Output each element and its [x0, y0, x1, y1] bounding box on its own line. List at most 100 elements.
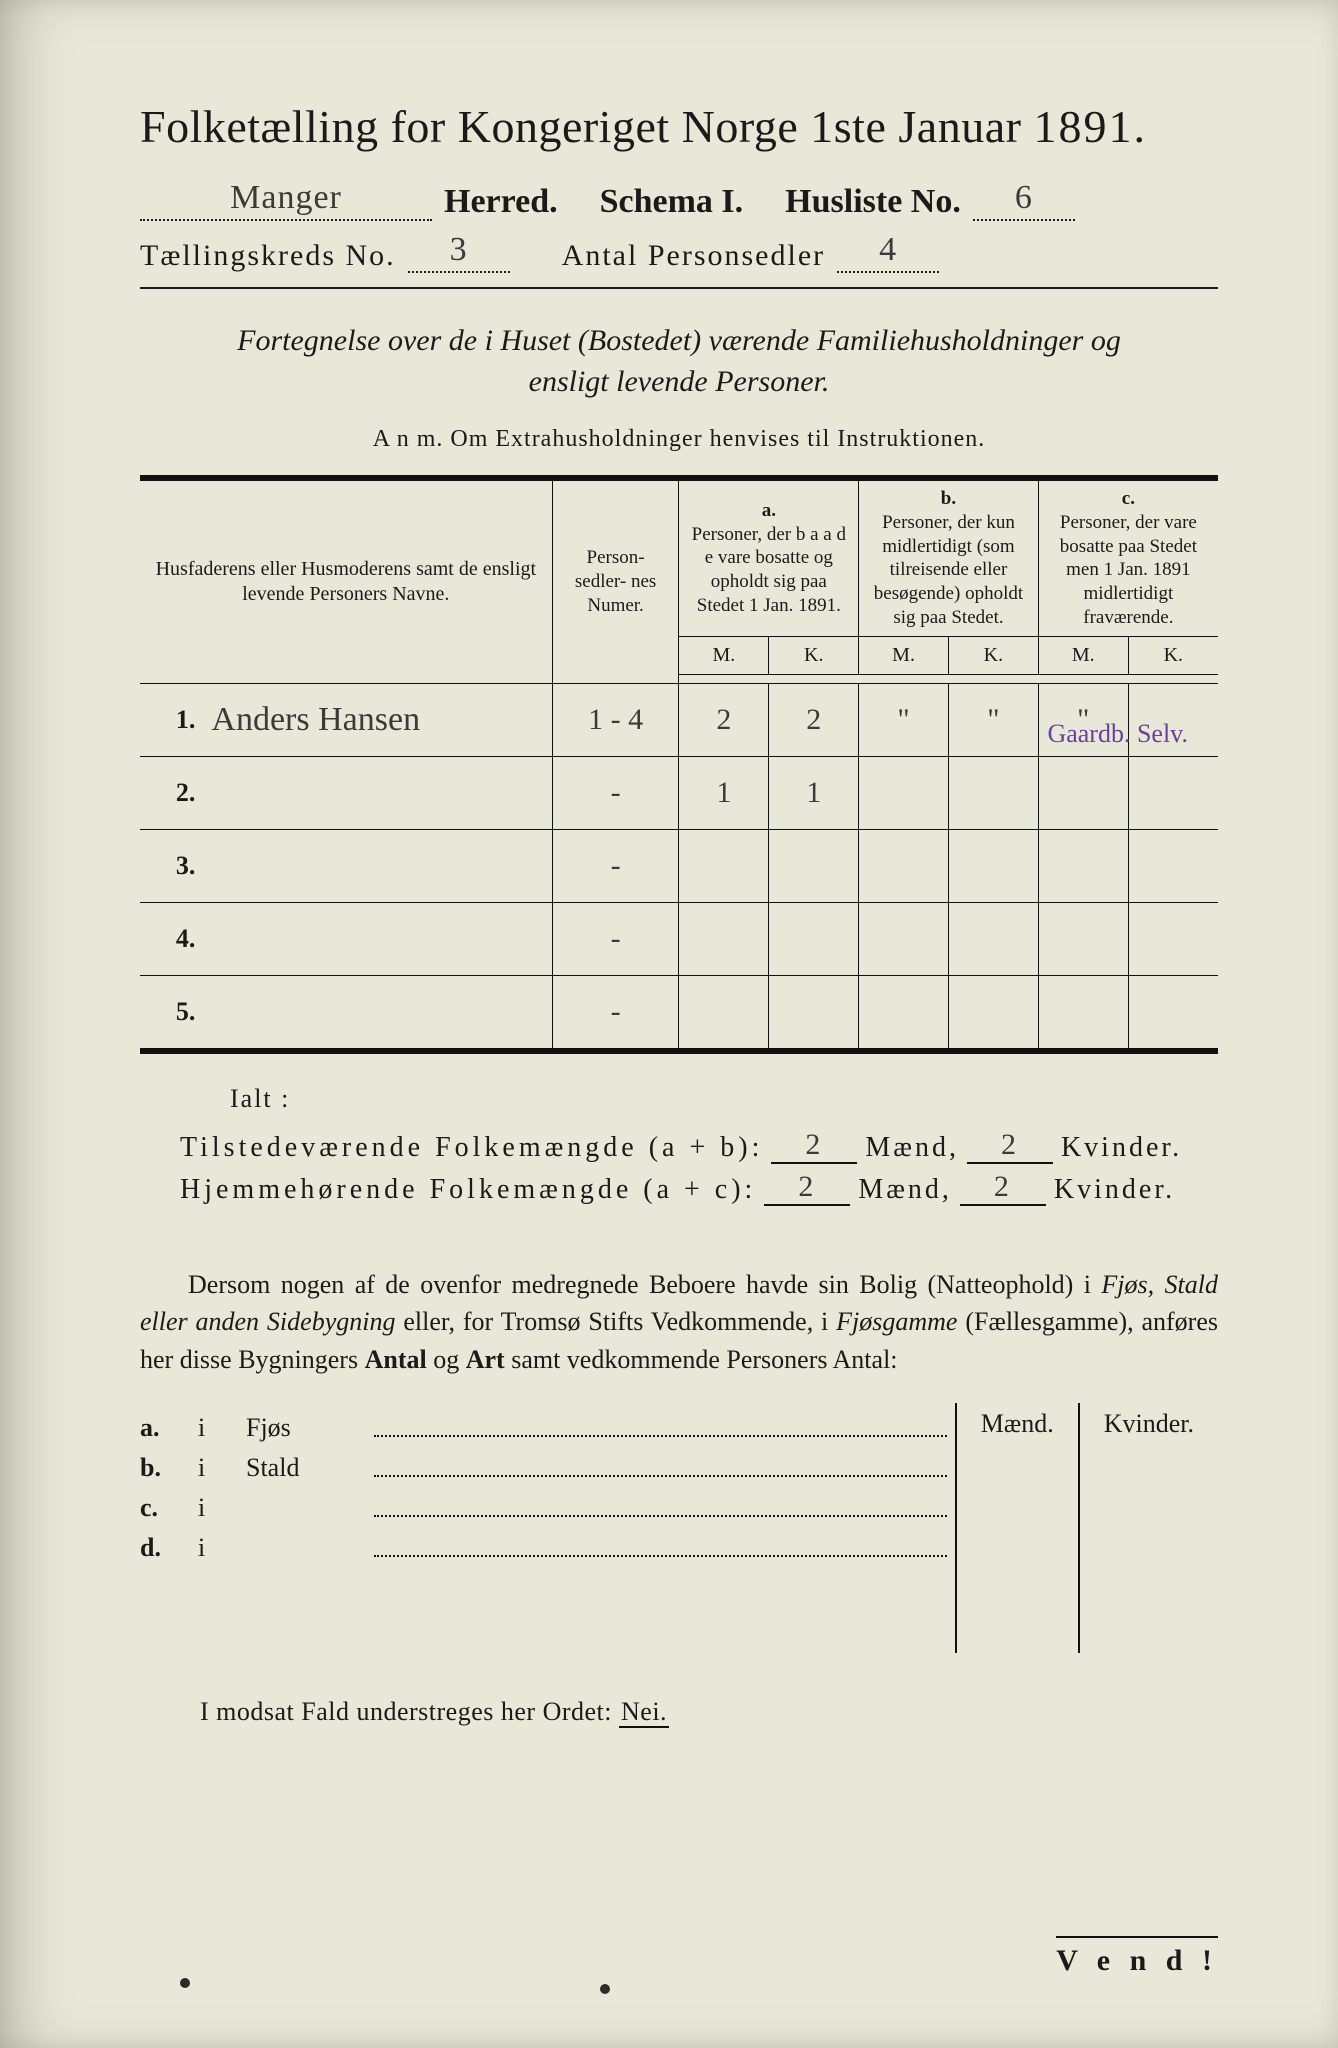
row-a-m — [679, 829, 769, 902]
row-b-k — [948, 975, 1038, 1051]
th-a-m: M. — [679, 636, 769, 674]
th-b-text: Personer, der kun midlertidigt (som tilr… — [867, 511, 1030, 630]
row-a-k — [769, 902, 859, 975]
dotted-rule — [374, 1475, 947, 1477]
nei-line: I modsat Fald understreges her Ordet: Ne… — [200, 1697, 1218, 1727]
tot1-k: 2 — [967, 1128, 1053, 1164]
row-name — [203, 756, 552, 829]
byg-i: i — [198, 1533, 228, 1563]
th-a-text: Personer, der b a a d e vare bosatte og … — [687, 523, 850, 618]
totals-line-1: Tilstedeværende Folkemængde (a + b): 2 M… — [180, 1128, 1218, 1164]
building-line: b. i Stald — [140, 1453, 947, 1483]
row-c-k — [1128, 756, 1218, 829]
th-numer: Person- sedler- nes Numer. — [552, 481, 679, 683]
th-c-label: c. — [1047, 487, 1210, 511]
ink-speck — [600, 1984, 610, 1994]
husliste-value: 6 — [973, 179, 1075, 221]
row-numer: 1 - 4 — [552, 683, 679, 756]
row-a-m: 1 — [679, 756, 769, 829]
tot2-m: 2 — [764, 1170, 850, 1206]
subtitle: Fortegnelse over de i Huset (Bostedet) v… — [219, 321, 1139, 402]
row-number: 1. — [140, 683, 203, 756]
tot1-m: 2 — [771, 1128, 857, 1164]
dotted-rule — [374, 1555, 947, 1557]
ialt-label: Ialt : — [230, 1084, 1218, 1114]
herred-label: Herred. — [444, 183, 558, 221]
herred-value: Manger — [140, 179, 432, 221]
th-a-label: a. — [687, 499, 850, 523]
row-number: 4. — [140, 902, 203, 975]
th-b-k: K. — [948, 636, 1038, 674]
row-c-m — [1038, 902, 1128, 975]
row-b-m — [859, 975, 949, 1051]
th-a-k: K. — [769, 636, 859, 674]
row-c-m — [1038, 829, 1128, 902]
tot-maend-2: Mænd, — [858, 1174, 952, 1206]
row-name — [203, 829, 552, 902]
row-a-k: 1 — [769, 756, 859, 829]
kreds-label: Tællingskreds No. — [140, 239, 396, 273]
census-table: Husfaderens eller Husmoderens samt de en… — [140, 481, 1218, 1054]
row-name — [203, 902, 552, 975]
row-numer: - — [552, 902, 679, 975]
row-b-m: " — [859, 683, 949, 756]
buildings-mk-table: Mænd. Kvinder. — [955, 1403, 1218, 1653]
personsedler-label: Antal Personsedler — [562, 239, 825, 273]
title-text: Folketælling for Kongeriget Norge 1ste J… — [140, 101, 1033, 152]
tot-kvinder: Kvinder. — [1061, 1132, 1182, 1164]
nei-word: Nei. — [619, 1697, 669, 1728]
byg-i: i — [198, 1453, 228, 1483]
byg-word: Fjøs — [246, 1413, 356, 1443]
building-line: c.i — [140, 1493, 947, 1523]
row-number: 5. — [140, 975, 203, 1051]
row-c-k — [1128, 902, 1218, 975]
byg-tag: a. — [140, 1413, 180, 1443]
table-row: 5. - — [140, 975, 1218, 1051]
tot-kvinder-2: Kvinder. — [1054, 1174, 1175, 1206]
anm-note: A n m. Om Extrahusholdninger henvises ti… — [140, 426, 1218, 453]
byg-tag: c. — [140, 1493, 180, 1523]
row-numer: - — [552, 975, 679, 1051]
byg-th-k: Kvinder. — [1079, 1403, 1218, 1445]
tot2-k: 2 — [960, 1170, 1046, 1206]
margin-annotation: Gaardb. Selv. — [1047, 719, 1188, 749]
totals-line-2: Hjemmehørende Folkemængde (a + c): 2 Mæn… — [180, 1170, 1218, 1206]
th-c-m: M. — [1038, 636, 1128, 674]
census-form-sheet: Folketælling for Kongeriget Norge 1ste J… — [0, 0, 1338, 2048]
byg-word: Stald — [246, 1453, 356, 1483]
row-numer: - — [552, 829, 679, 902]
page-title: Folketælling for Kongeriget Norge 1ste J… — [140, 100, 1218, 153]
building-line: d.i — [140, 1533, 947, 1563]
byg-tag: b. — [140, 1453, 180, 1483]
row-b-m — [859, 756, 949, 829]
row-b-m — [859, 829, 949, 902]
husliste-label: Husliste No. — [785, 183, 961, 221]
buildings-list: a.iFjøsb.iStaldc.id.i — [140, 1403, 947, 1573]
table-row: 3. - — [140, 829, 1218, 902]
row-a-m — [679, 975, 769, 1051]
row-c-m — [1038, 756, 1128, 829]
row-b-k: " — [948, 683, 1038, 756]
personsedler-value: 4 — [837, 231, 939, 273]
ink-speck — [180, 1978, 190, 1988]
tot2-label: Hjemmehørende Folkemængde (a + c): — [180, 1174, 756, 1206]
row-number: 3. — [140, 829, 203, 902]
th-a: a. Personer, der b a a d e vare bosatte … — [679, 481, 859, 636]
row-c-m — [1038, 975, 1128, 1051]
row-a-k — [769, 829, 859, 902]
row-a-m: 2 — [679, 683, 769, 756]
th-names: Husfaderens eller Husmoderens samt de en… — [140, 481, 552, 683]
rule — [140, 287, 1218, 289]
row-numer: - — [552, 756, 679, 829]
schema-label: Schema I. — [600, 183, 744, 221]
tot-maend: Mænd, — [865, 1132, 959, 1164]
row-b-m — [859, 902, 949, 975]
th-b: b. Personer, der kun midlertidigt (som t… — [859, 481, 1039, 636]
buildings-section: a.iFjøsb.iStaldc.id.i Mænd. Kvinder. — [140, 1403, 1218, 1653]
row-name — [203, 975, 552, 1051]
dotted-rule — [374, 1435, 947, 1437]
byg-i: i — [198, 1413, 228, 1443]
vend-label: V e n d ! — [1056, 1936, 1218, 1978]
row-a-k — [769, 975, 859, 1051]
th-c-text: Personer, der vare bosatte paa Stedet me… — [1047, 511, 1210, 630]
